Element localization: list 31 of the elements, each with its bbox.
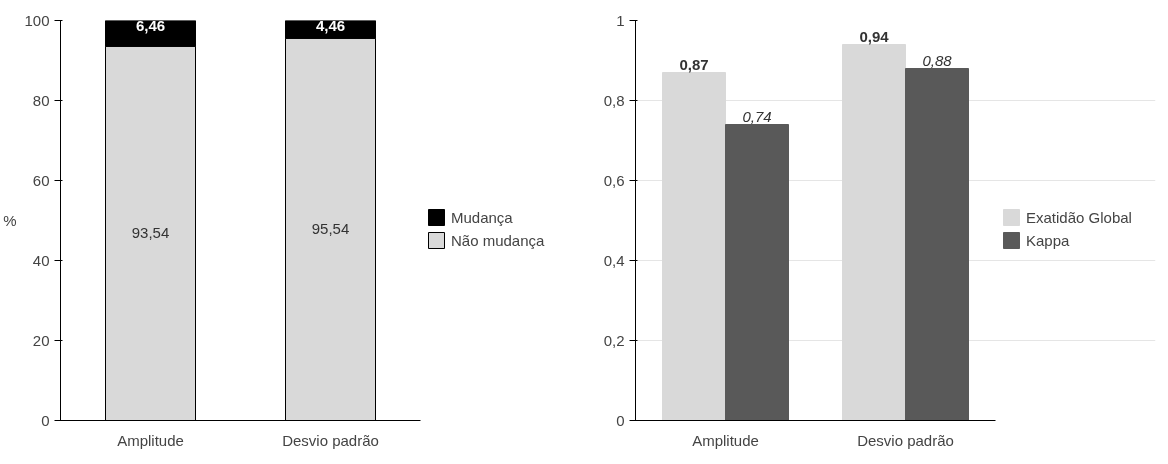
y-tick-label: 0,4 [603, 251, 625, 269]
data-label: 0,94 [859, 27, 890, 45]
y-tick-label: 0,2 [603, 331, 625, 349]
y-tick-label: 40 [32, 251, 50, 269]
x-tick-label: Amplitude [117, 431, 184, 449]
y-tick-label: 0 [616, 411, 625, 429]
x-tick-label: Desvio padrão [282, 431, 379, 449]
legend-label: Kappa [1026, 231, 1070, 249]
x-tick-label: Amplitude [692, 431, 759, 449]
data-label: 0,74 [742, 107, 772, 125]
y-tick-label: 20 [32, 331, 50, 349]
y-tick-label: 0,8 [603, 91, 625, 109]
y-tick-label: 60 [32, 171, 50, 189]
data-label: 0,88 [922, 51, 953, 69]
y-tick-label: 0 [41, 411, 50, 429]
y-tick-label: 0,6 [603, 171, 625, 189]
data-label: 95,54 [311, 220, 350, 238]
y-tick-label: 100 [24, 11, 50, 29]
y-tick-label: 80 [32, 91, 50, 109]
data-label: 6,46 [135, 16, 166, 34]
bar [905, 68, 969, 421]
legend-label: Não mudança [451, 231, 545, 249]
y-axis-title: % [3, 212, 17, 229]
legend-label: Exatidão Global [1026, 208, 1132, 226]
data-label: 0,87 [679, 55, 709, 73]
legend-label: Mudança [451, 208, 513, 226]
x-tick-label: Desvio padrão [857, 431, 954, 449]
data-label: 4,46 [315, 16, 346, 34]
y-tick-label: 1 [616, 11, 625, 29]
bar [725, 124, 789, 421]
data-label: 93,54 [131, 224, 170, 242]
